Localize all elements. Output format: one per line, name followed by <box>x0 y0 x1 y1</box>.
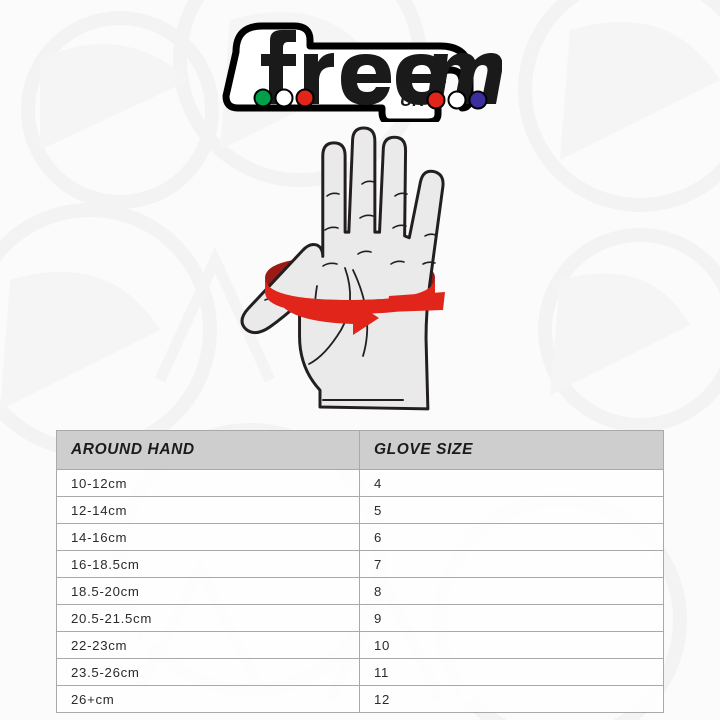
cell-around-hand: 22-23cm <box>56 631 360 659</box>
table-row: 26+cm 12 <box>56 685 664 713</box>
dot-green <box>253 88 273 108</box>
freem-uk-logo: UK <box>218 22 503 126</box>
table-row: 16-18.5cm 7 <box>56 550 664 578</box>
table-header-row: AROUND HAND GLOVE SIZE <box>56 430 664 470</box>
dot-red <box>426 90 446 110</box>
table-row: 14-16cm 6 <box>56 523 664 551</box>
dot-white <box>274 88 294 108</box>
logo-right-dots <box>426 90 488 110</box>
table-body: 10-12cm 4 12-14cm 5 14-16cm 6 16-18.5cm 7 18.5-2… <box>56 469 664 713</box>
table-row: 18.5-20cm 8 <box>56 577 664 605</box>
cell-around-hand: 14-16cm <box>56 523 360 551</box>
column-header-around-hand: AROUND HAND <box>56 430 360 470</box>
dot-red <box>295 88 315 108</box>
cell-glove-size: 10 <box>359 631 664 659</box>
cell-around-hand: 10-12cm <box>56 469 360 497</box>
column-header-glove-size: GLOVE SIZE <box>359 430 664 470</box>
direction-arrow <box>279 292 445 335</box>
cell-glove-size: 12 <box>359 685 664 713</box>
cell-glove-size: 9 <box>359 604 664 632</box>
dot-blue <box>468 90 488 110</box>
cell-around-hand: 16-18.5cm <box>56 550 360 578</box>
dot-white <box>447 90 467 110</box>
logo-uk-label: UK <box>400 91 426 110</box>
table-row: 23.5-26cm 11 <box>56 658 664 686</box>
table-row: 22-23cm 10 <box>56 631 664 659</box>
logo-left-dots <box>253 88 315 108</box>
hand-measurement-illustration <box>205 118 495 423</box>
cell-glove-size: 7 <box>359 550 664 578</box>
table-row: 12-14cm 5 <box>56 496 664 524</box>
cell-around-hand: 18.5-20cm <box>56 577 360 605</box>
cell-around-hand: 26+cm <box>56 685 360 713</box>
table-row: 20.5-21.5cm 9 <box>56 604 664 632</box>
cell-glove-size: 8 <box>359 577 664 605</box>
cell-around-hand: 20.5-21.5cm <box>56 604 360 632</box>
table-row: 10-12cm 4 <box>56 469 664 497</box>
cell-glove-size: 4 <box>359 469 664 497</box>
glove-size-table: AROUND HAND GLOVE SIZE 10-12cm 4 12-14cm 5 1… <box>56 430 664 713</box>
cell-around-hand: 12-14cm <box>56 496 360 524</box>
cell-glove-size: 5 <box>359 496 664 524</box>
cell-glove-size: 11 <box>359 658 664 686</box>
cell-around-hand: 23.5-26cm <box>56 658 360 686</box>
cell-glove-size: 6 <box>359 523 664 551</box>
